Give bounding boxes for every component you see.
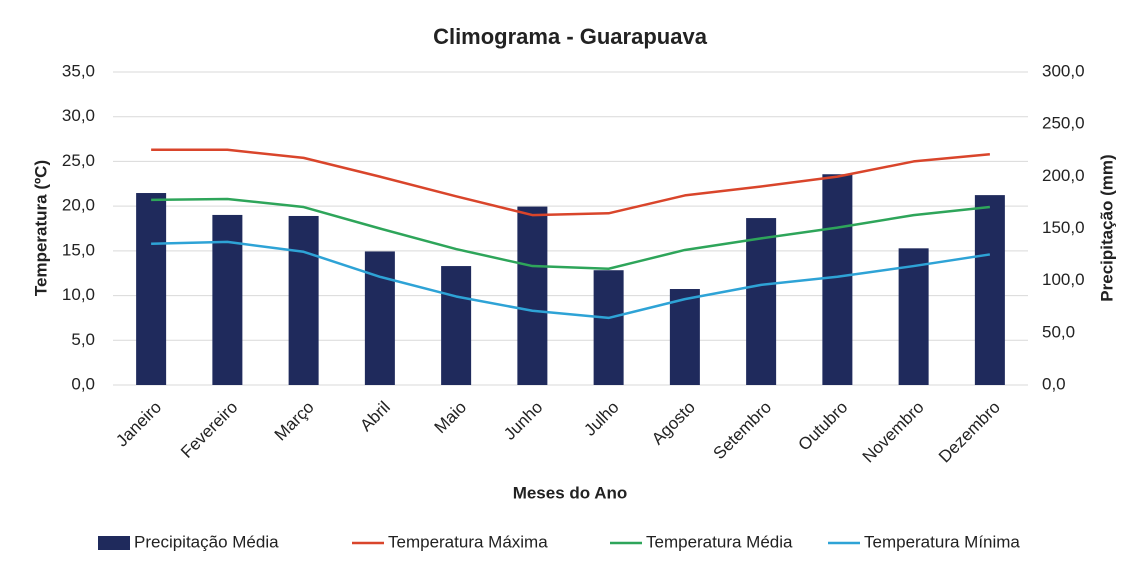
- bar: [669, 289, 700, 385]
- line: [151, 148, 990, 217]
- bar: [136, 193, 167, 385]
- y-tick-label: 0,0: [71, 374, 95, 393]
- line: [151, 240, 991, 320]
- bar: [288, 215, 319, 385]
- bar: [746, 218, 777, 385]
- bar: [593, 270, 624, 385]
- y2-tick-label: 50,0: [1042, 322, 1075, 341]
- y2-tick-label: 0,0: [1042, 374, 1066, 393]
- y-tick-label: 35,0: [62, 61, 95, 80]
- y-axis-title: Temperatura (ºC): [31, 160, 50, 296]
- y2-tick-label: 150,0: [1042, 218, 1085, 237]
- bar: [517, 206, 548, 385]
- bar: [898, 248, 929, 385]
- y-tick-label: 15,0: [62, 240, 95, 259]
- x-axis-title: Meses do Ano: [513, 483, 628, 502]
- bar: [212, 214, 243, 385]
- y2-tick-label: 200,0: [1042, 166, 1085, 185]
- bar: [364, 251, 395, 385]
- y2-tick-label: 100,0: [1042, 270, 1085, 289]
- y2-axis-title: Precipitação (mm): [1097, 154, 1116, 301]
- y-tick-label: 10,0: [62, 285, 95, 304]
- legend-swatch: [98, 536, 130, 550]
- y-tick-label: 5,0: [71, 330, 95, 349]
- y-tick-label: 20,0: [62, 196, 95, 215]
- legend-label: Temperatura Média: [646, 532, 793, 551]
- bar: [441, 266, 472, 385]
- bar: [974, 195, 1005, 385]
- y-tick-label: 30,0: [62, 106, 95, 125]
- legend-label: Temperatura Mínima: [864, 532, 1020, 551]
- y2-tick-label: 250,0: [1042, 114, 1085, 133]
- legend-label: Precipitação Média: [134, 532, 279, 551]
- line: [151, 197, 991, 270]
- y2-tick-label: 300,0: [1042, 61, 1085, 80]
- legend-label: Temperatura Máxima: [388, 532, 548, 551]
- chart-title: Climograma - Guarapuava: [433, 24, 708, 49]
- y-tick-label: 25,0: [62, 151, 95, 170]
- bar: [822, 174, 853, 385]
